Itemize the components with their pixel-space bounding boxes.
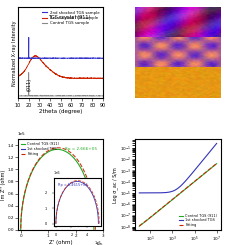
X-axis label: Z' (ohm): Z' (ohm) xyxy=(49,240,72,245)
Legend: Control TGS (911), 1st shocked TGS, Fitting: Control TGS (911), 1st shocked TGS, Fitt… xyxy=(20,141,61,157)
Y-axis label: Normalized X-ray Intensity: Normalized X-ray Intensity xyxy=(12,20,17,86)
Legend: 2nd shocked TGS sample, 1st shocked TGS sample, Control TGS sample: 2nd shocked TGS sample, 1st shocked TGS … xyxy=(41,9,101,27)
Y-axis label: Log σ_ac / S/m: Log σ_ac / S/m xyxy=(113,167,118,203)
Text: (011): (011) xyxy=(26,78,31,91)
Text: Rp = 2.666+05: Rp = 2.666+05 xyxy=(65,147,97,151)
Text: TGS crystal (911): TGS crystal (911) xyxy=(48,15,90,20)
Legend: Control TGS (911), 1st shocked TGS, Fitting: Control TGS (911), 1st shocked TGS, Fitt… xyxy=(178,212,219,229)
Y-axis label: Im Z'' (ohm): Im Z'' (ohm) xyxy=(1,170,6,200)
X-axis label: 2theta (degree): 2theta (degree) xyxy=(39,109,82,114)
